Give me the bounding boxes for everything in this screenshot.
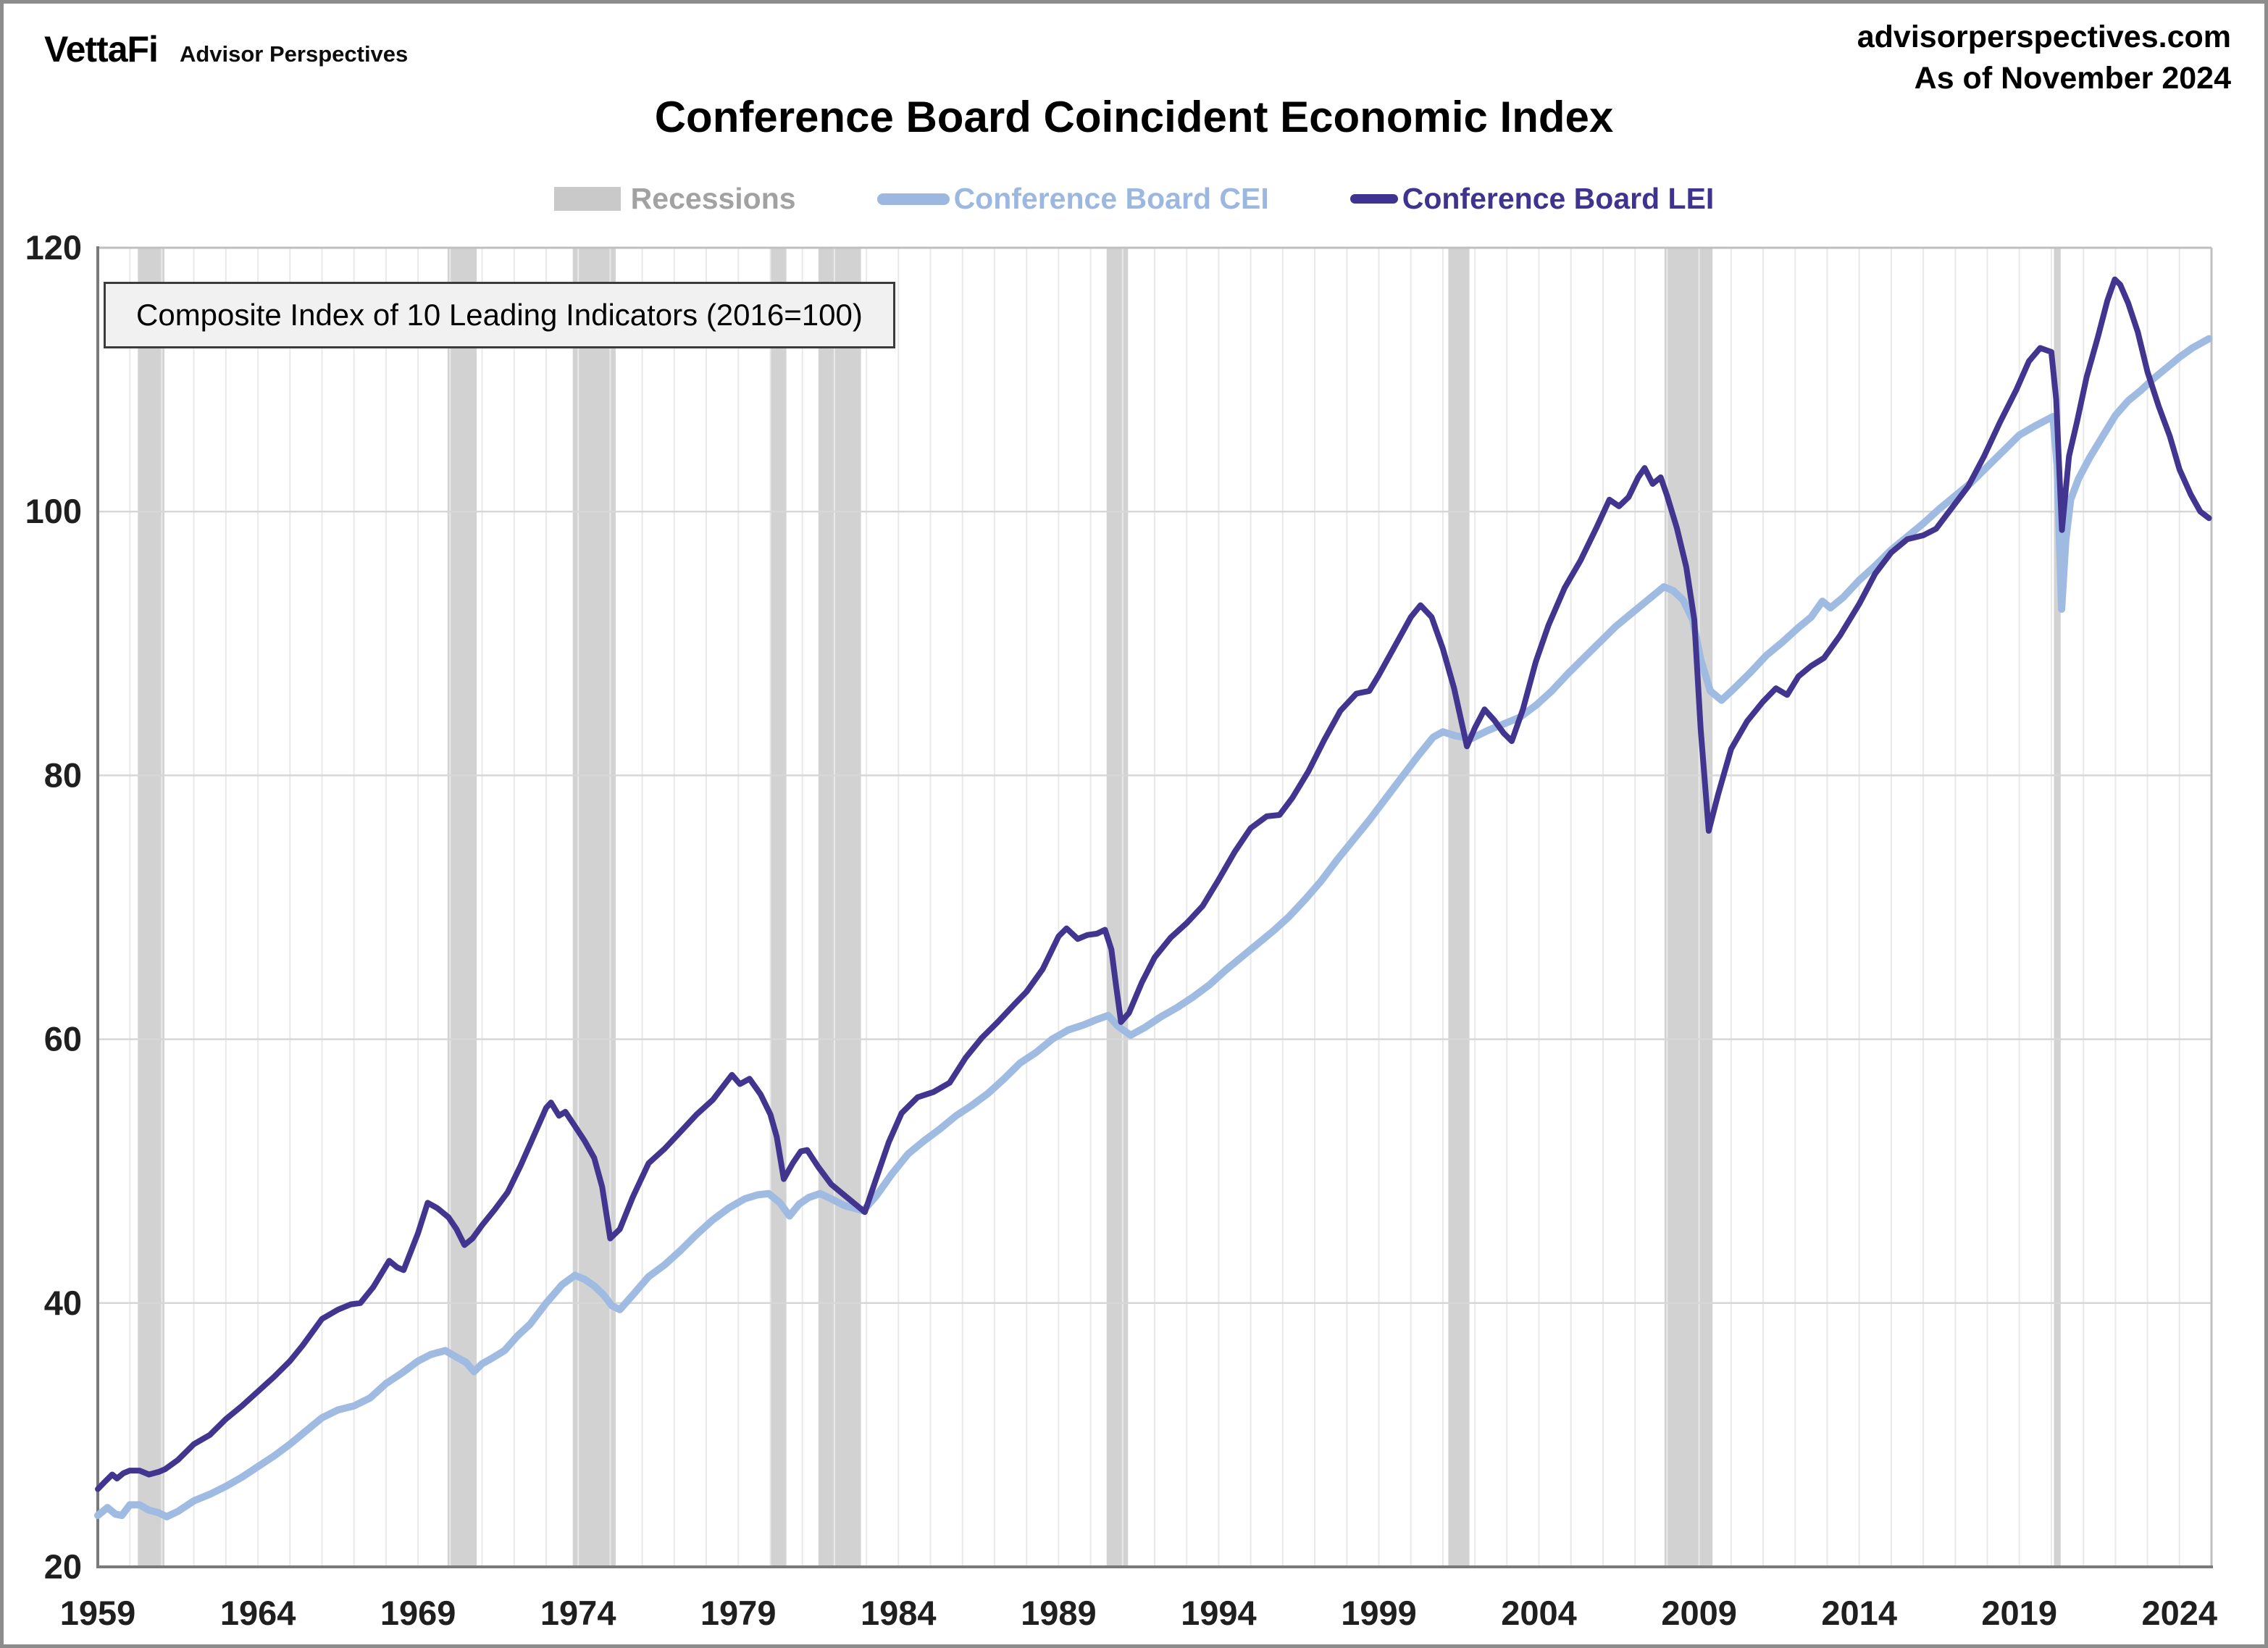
y-tick-label: 40 [44, 1284, 82, 1322]
recession-band [572, 248, 616, 1567]
brand: VettaFi Advisor Perspectives [44, 28, 408, 70]
x-tick-label: 1989 [1021, 1594, 1097, 1632]
cei-series-line [94, 335, 2213, 1521]
recession-band-swatch [553, 187, 621, 211]
legend-item-cei: Conference Board CEI [876, 182, 1269, 216]
cei-lei-line-chart: 20 40 60 80 100 120 1959 1964 1969 1974 1979 1984 19… [25, 228, 2218, 1632]
vettafi-logo: VettaFi [44, 29, 159, 70]
cei-line-swatch [876, 193, 950, 205]
x-tick-label: 2004 [1501, 1594, 1577, 1632]
y-tick-label: 60 [44, 1020, 82, 1058]
lei-line-swatch [1349, 194, 1398, 204]
legend-item-recessions: Recessions [553, 182, 796, 216]
source-url: advisorperspectives.com [1857, 20, 2231, 54]
as-of-date: As of November 2024 [1914, 60, 2231, 96]
x-tick-label: 2019 [1981, 1594, 2057, 1632]
source-block: advisorperspectives.com As of November 2… [1857, 17, 2231, 99]
x-tick-label: 2014 [1821, 1594, 1897, 1632]
x-tick-label: 1964 [220, 1594, 296, 1632]
legend-item-lei: Conference Board LEI [1349, 182, 1715, 216]
chart-title: Conference Board Coincident Economic Ind… [654, 93, 1614, 141]
y-tick-label: 120 [25, 228, 82, 267]
x-tick-label: 1969 [380, 1594, 456, 1632]
brand-subtitle: Advisor Perspectives [179, 41, 409, 67]
x-tick-label: 1999 [1341, 1594, 1417, 1632]
lei-series-line [95, 276, 2212, 1492]
y-tick-label: 80 [44, 756, 82, 794]
recession-band [2054, 248, 2061, 1567]
legend-label-recessions: Recessions [630, 182, 796, 215]
recession-band [818, 248, 861, 1567]
y-tick-label: 100 [25, 492, 82, 530]
x-tick-label: 2009 [1661, 1594, 1737, 1632]
recession-band [770, 248, 787, 1567]
recession-band [1448, 248, 1470, 1567]
x-tick-label: 2024 [2142, 1594, 2218, 1632]
recession-band [138, 248, 164, 1567]
y-tick-label: 20 [44, 1547, 82, 1586]
x-tick-label: 1984 [861, 1594, 937, 1632]
recession-band [1106, 248, 1129, 1567]
chart-legend: Recessions Conference Board CEI Conferen… [4, 182, 2264, 216]
legend-label-cei: Conference Board CEI [953, 182, 1269, 215]
recession-band [447, 248, 477, 1567]
x-tick-label: 1959 [60, 1594, 136, 1632]
recession-band [1664, 248, 1713, 1567]
legend-label-lei: Conference Board LEI [1402, 182, 1715, 215]
annotation-box: Composite Index of 10 Leading Indicators… [104, 282, 895, 348]
x-tick-label: 1979 [700, 1594, 777, 1632]
x-tick-label: 1974 [540, 1594, 616, 1632]
x-tick-label: 1994 [1181, 1594, 1257, 1632]
